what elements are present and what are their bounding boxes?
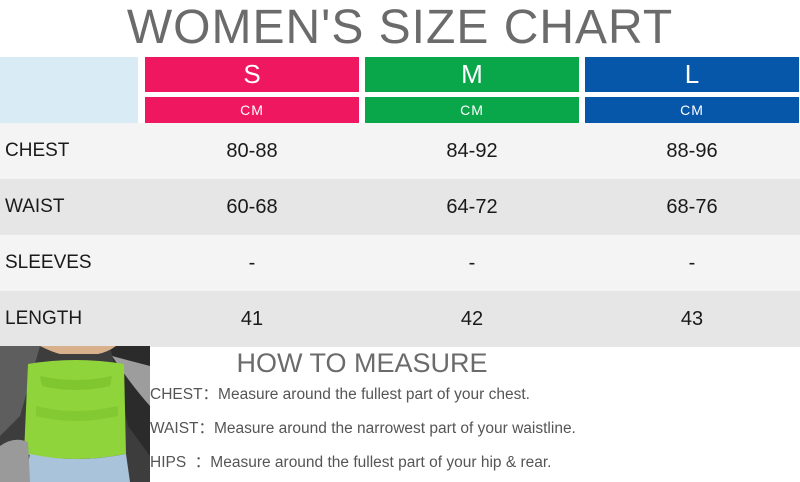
table-cell: 88-96: [666, 140, 718, 162]
size-header-m: M: [365, 57, 579, 92]
table-cell: 42: [460, 308, 484, 330]
table-cell: 84-92: [446, 140, 498, 162]
table-cell: 68-76: [666, 196, 718, 218]
row-label: LENGTH: [5, 308, 83, 329]
table-cell: 80-88: [226, 140, 278, 162]
table-cell: -: [688, 252, 696, 274]
how-to-measure-title: HOW TO MEASURE: [236, 348, 488, 378]
measure-key: HIPS ：: [150, 454, 211, 471]
table-cell: 64-72: [446, 196, 498, 218]
measure-key: CHEST：: [150, 386, 219, 403]
unit-header-s: CM: [145, 97, 359, 123]
table-cell: 60-68: [226, 196, 278, 218]
measure-instruction-chest: CHEST：Measure around the fullest part of…: [150, 382, 530, 408]
model-photo-illustration: [0, 346, 150, 482]
table-corner-cell: [0, 57, 138, 123]
table-cell: 43: [680, 308, 704, 330]
table-cell: -: [468, 252, 476, 274]
row-label: WAIST: [5, 196, 65, 217]
table-cell: -: [248, 252, 256, 274]
unit-header-m: CM: [365, 97, 579, 123]
row-label: CHEST: [5, 140, 70, 161]
measure-instruction-waist: WAIST：Measure around the narrowest part …: [150, 416, 576, 442]
measure-description: Measure around the fullest part of your …: [218, 386, 530, 403]
page-title: WOMEN'S SIZE CHART: [126, 1, 674, 54]
table-row-waist: WAIST 60-68 64-72 68-76: [0, 179, 800, 235]
measure-instruction-hips: HIPS ：Measure around the fullest part of…: [150, 450, 552, 476]
table-cell: 41: [240, 308, 264, 330]
row-label: SLEEVES: [5, 252, 92, 273]
measure-description: Measure around the fullest part of your …: [210, 454, 552, 471]
table-row-chest: CHEST 80-88 84-92 88-96: [0, 123, 800, 179]
measure-description: Measure around the narrowest part of you…: [214, 420, 576, 437]
size-header-l: L: [585, 57, 799, 92]
table-row-length: LENGTH 41 42 43: [0, 291, 800, 347]
table-row-sleeves: SLEEVES - - -: [0, 235, 800, 291]
model-photo: [0, 346, 150, 482]
size-header-s: S: [145, 57, 359, 92]
unit-header-l: CM: [585, 97, 799, 123]
measure-key: WAIST：: [150, 420, 215, 437]
